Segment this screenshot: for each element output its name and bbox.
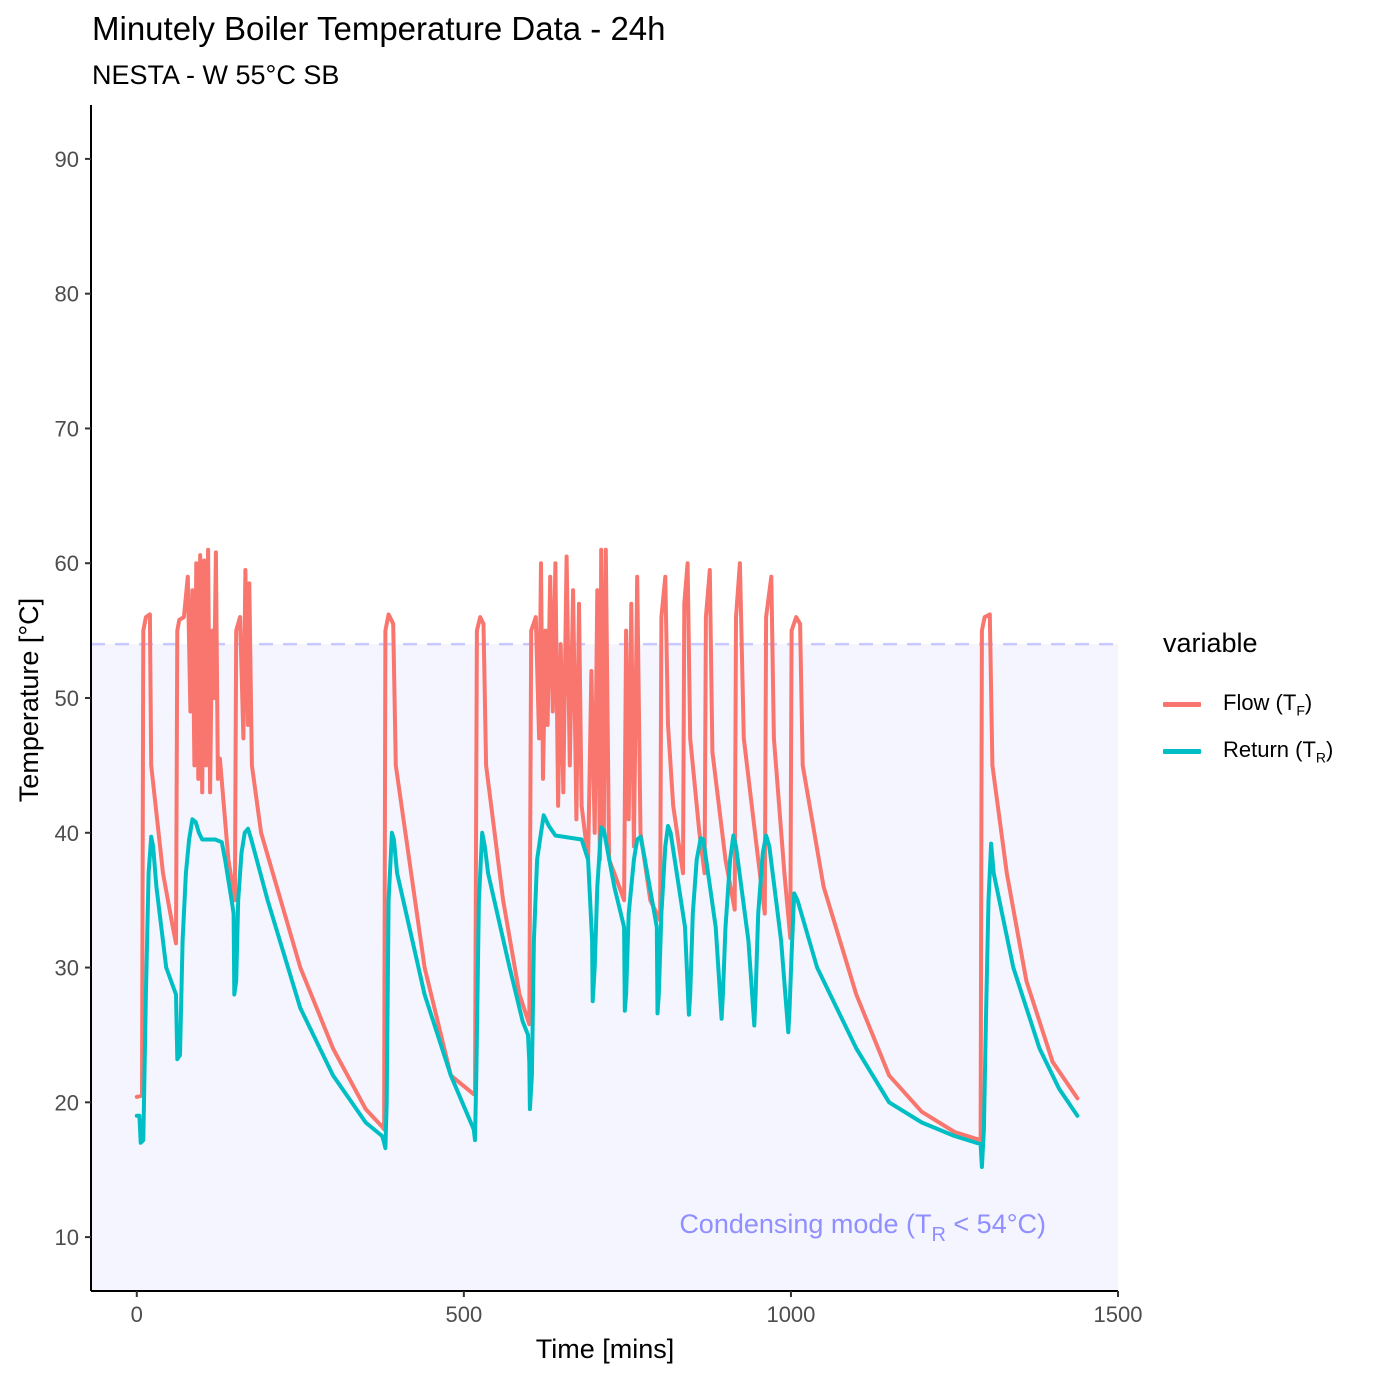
series-line-flow (134, 547, 1080, 1143)
condensing-mode-label: Condensing mode (TR < 54°C) (679, 1209, 1046, 1246)
chart-subtitle: NESTA - W 55°C SB (92, 60, 340, 90)
y-axis-label: Temperature [°C] (14, 598, 44, 802)
y-tick-label: 50 (55, 686, 79, 711)
x-tick-label: 1500 (1094, 1302, 1143, 1327)
legend-key-return (1163, 749, 1201, 754)
y-tick-label: 10 (55, 1225, 79, 1250)
x-tick-label: 0 (131, 1302, 143, 1327)
legend-item-flow: Flow (TF) (1163, 681, 1333, 728)
y-tick-label: 80 (55, 282, 79, 307)
legend-key-flow (1163, 702, 1201, 707)
x-tick-label: 1000 (766, 1302, 815, 1327)
y-tick-label: 30 (55, 956, 79, 981)
legend-label-flow: Flow (TF) (1223, 690, 1313, 719)
series-line-return (134, 813, 1080, 1169)
chart-title: Minutely Boiler Temperature Data - 24h (92, 10, 666, 47)
legend-label-return: Return (TR) (1223, 737, 1334, 766)
x-tick-label: 500 (446, 1302, 483, 1327)
y-tick-label: 40 (55, 821, 79, 846)
legend-item-return: Return (TR) (1163, 728, 1333, 775)
legend-title: variable (1163, 628, 1258, 658)
x-axis-label: Time [mins] (536, 1334, 675, 1364)
y-tick-label: 20 (55, 1090, 79, 1115)
legend: variable Flow (TF) Return (TR) (1163, 628, 1333, 775)
y-tick-label: 60 (55, 551, 79, 576)
y-tick-label: 70 (55, 416, 79, 441)
y-tick-label: 90 (55, 147, 79, 172)
